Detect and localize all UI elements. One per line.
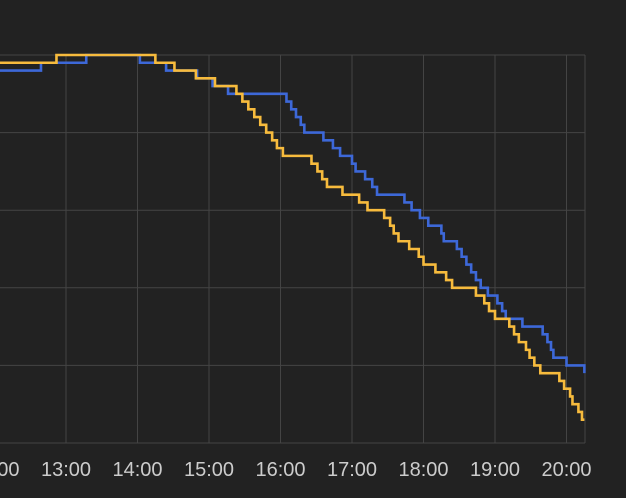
grid [0, 54, 586, 444]
x-tick-label: 16:00 [255, 459, 305, 481]
x-tick-label: 13:00 [41, 459, 91, 481]
x-tick-label: 18:00 [398, 459, 448, 481]
series-line-1 [0, 53, 585, 422]
x-tick-label: 17:00 [327, 459, 377, 481]
x-tick-label: 19:00 [470, 459, 520, 481]
x-tick-label: 15:00 [184, 459, 234, 481]
x-axis-ticks: 12:00 13:00 14:00 15:00 16:00 17:00 18:00 19:00… [0, 459, 592, 481]
x-tick-label: 12:00 [0, 459, 20, 481]
series-line-0 [0, 53, 586, 374]
x-tick-label: 14:00 [112, 459, 162, 481]
x-tick-label: 20:00 [541, 459, 591, 481]
series-layer [0, 53, 586, 422]
